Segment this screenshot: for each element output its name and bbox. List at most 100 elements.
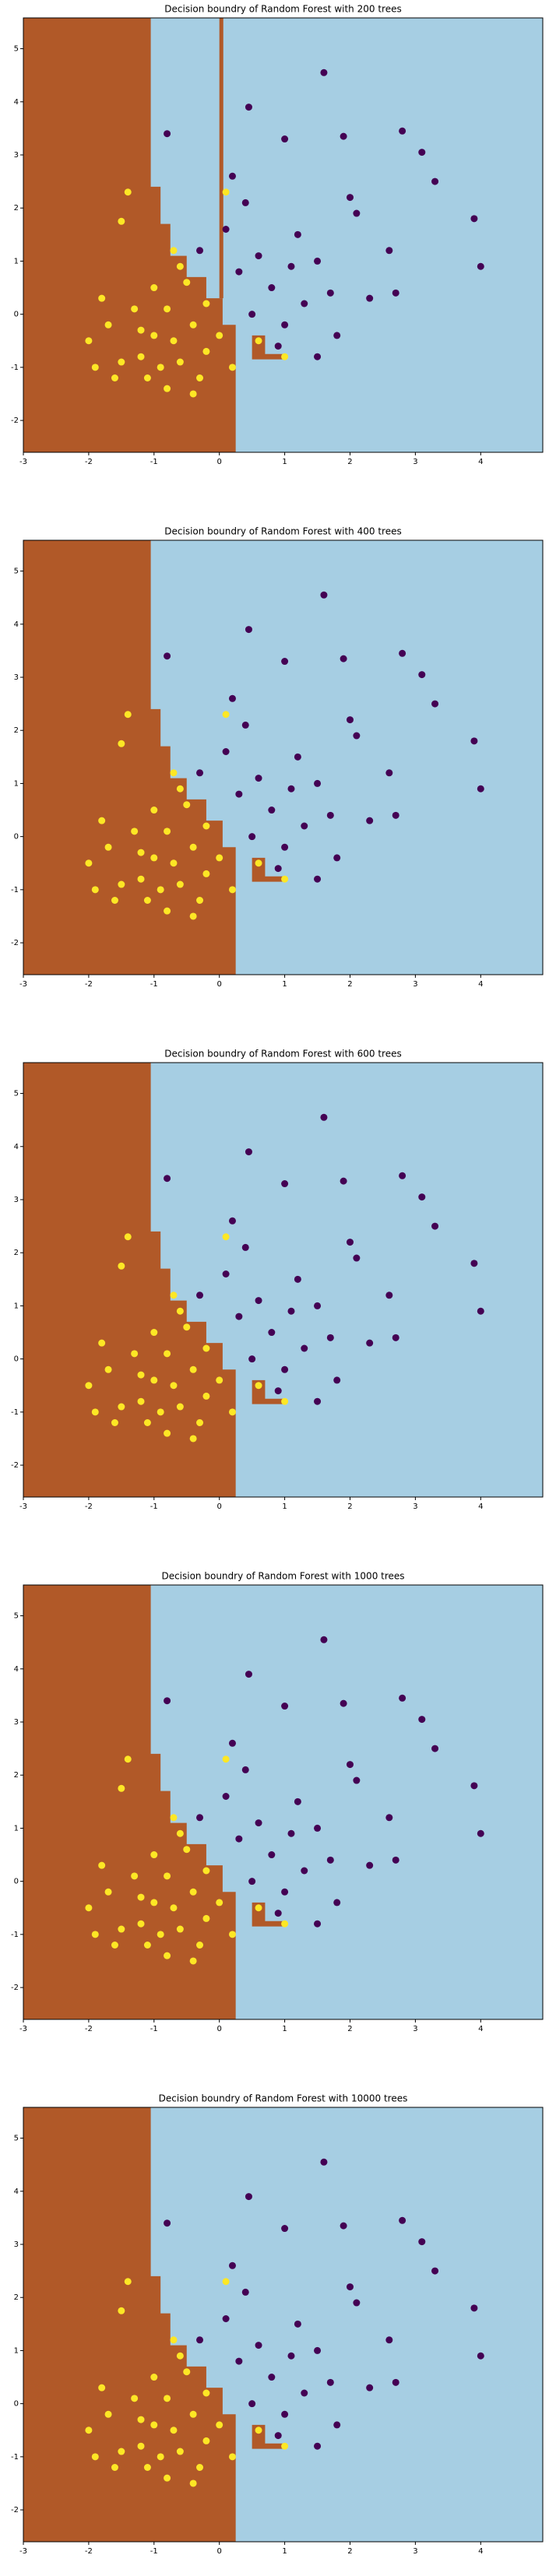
- scatter-point: [91, 1408, 99, 1416]
- scatter-point: [333, 854, 341, 862]
- y-tick-label: -2: [11, 1984, 19, 1992]
- x-tick-label: 2: [347, 2547, 352, 2556]
- scatter-point: [202, 822, 210, 830]
- scatter-point: [346, 716, 354, 724]
- scatter-point: [228, 886, 236, 894]
- scatter-point: [104, 843, 112, 851]
- scatter-point: [294, 230, 301, 238]
- scatter-point: [118, 1784, 125, 1792]
- scatter-point: [164, 1429, 171, 1437]
- scatter-point: [216, 2421, 223, 2429]
- scatter-point: [255, 2427, 262, 2434]
- scatter-point: [111, 374, 118, 381]
- scatter-point: [294, 753, 301, 761]
- x-tick-label: 3: [413, 2547, 417, 2556]
- scatter-point: [222, 747, 230, 755]
- axes-frame: [23, 539, 544, 975]
- scatter-point: [333, 332, 341, 339]
- scatter-point: [340, 1177, 347, 1185]
- x-tick-label: 4: [478, 2547, 483, 2556]
- scatter-point: [418, 2238, 426, 2246]
- x-tick-label: -3: [19, 1502, 27, 1511]
- scatter-point: [176, 880, 184, 888]
- scatter-point: [150, 1329, 158, 1337]
- scatter-point: [274, 2432, 282, 2440]
- scatter-point: [281, 1920, 289, 1928]
- scatter-point: [157, 364, 164, 371]
- scatter-point: [164, 1952, 171, 1959]
- scatter-point: [470, 1782, 478, 1790]
- scatter-point: [196, 769, 204, 777]
- scatter-point: [235, 268, 243, 276]
- x-tick-label: 3: [413, 980, 417, 989]
- scatter-point: [314, 1302, 322, 1309]
- axes-frame: [23, 1062, 544, 1498]
- scatter-point: [228, 2261, 236, 2269]
- axes-frame: [23, 2107, 544, 2543]
- y-tick-label: -2: [11, 416, 19, 425]
- scatter-point: [281, 2225, 289, 2233]
- scatter-point: [320, 591, 328, 599]
- scatter-point: [294, 2320, 301, 2328]
- y-tick-label: 4: [14, 1143, 19, 1151]
- scatter-point: [314, 2442, 322, 2450]
- scatter-point: [431, 177, 439, 185]
- scatter-point: [137, 1920, 145, 1928]
- scatter-point: [176, 1307, 184, 1315]
- scatter-point: [235, 1313, 243, 1320]
- scatter-point: [196, 1941, 204, 1949]
- x-tick-label: 3: [413, 1502, 417, 1511]
- scatter-point: [228, 2453, 236, 2461]
- scatter-point: [202, 1867, 210, 1875]
- scatter-point: [176, 2352, 184, 2360]
- chart-title: Decision boundry of Random Forest with 2…: [164, 4, 401, 15]
- scatter-point: [111, 1941, 118, 1949]
- scatter-point: [164, 1697, 171, 1705]
- scatter-point: [189, 1365, 197, 1373]
- scatter-point: [170, 2427, 178, 2434]
- scatter-point: [281, 1397, 289, 1405]
- x-tick-label: -1: [150, 980, 158, 989]
- scatter-point: [255, 337, 262, 345]
- scatter-point: [281, 1365, 289, 1373]
- scatter-point: [202, 347, 210, 355]
- y-tick-label: 1: [14, 257, 19, 265]
- scatter-point: [333, 1376, 341, 1384]
- x-tick-label: -1: [150, 2025, 158, 2033]
- scatter-point: [91, 886, 99, 894]
- scatter-point: [281, 1888, 289, 1896]
- scatter-point: [189, 1888, 197, 1896]
- scatter-point: [281, 321, 289, 329]
- chart-title: Decision boundry of Random Forest with 1…: [159, 2093, 408, 2104]
- scatter-point: [183, 801, 191, 809]
- scatter-point: [137, 1371, 145, 1379]
- scatter-point: [399, 2216, 406, 2224]
- scatter-point: [164, 1175, 171, 1183]
- scatter-point: [241, 1243, 249, 1251]
- y-tick-label: -2: [11, 1461, 19, 1470]
- scatter-point: [196, 1418, 204, 1426]
- y-tick-label: -1: [11, 364, 19, 372]
- x-tick-label: -1: [150, 458, 158, 466]
- scatter-point: [248, 311, 256, 318]
- scatter-point: [98, 1861, 106, 1869]
- scatter-point: [202, 870, 210, 877]
- scatter-point: [431, 2267, 439, 2275]
- scatter-point: [301, 2389, 308, 2397]
- scatter-point: [222, 1270, 230, 1277]
- scatter-point: [248, 1878, 256, 1885]
- scatter-point: [118, 2307, 125, 2314]
- scatter-point: [222, 1233, 230, 1241]
- scatter-point: [399, 649, 406, 657]
- scatter-point: [202, 2437, 210, 2444]
- decision-region: [219, 18, 223, 299]
- scatter-point: [294, 1275, 301, 1283]
- scatter-point: [255, 859, 262, 867]
- scatter-point: [176, 1925, 184, 1933]
- scatter-point: [346, 2283, 354, 2291]
- y-tick-label: -1: [11, 1408, 19, 1417]
- scatter-point: [431, 1745, 439, 1752]
- scatter-point: [164, 1872, 171, 1880]
- scatter-point: [137, 2416, 145, 2423]
